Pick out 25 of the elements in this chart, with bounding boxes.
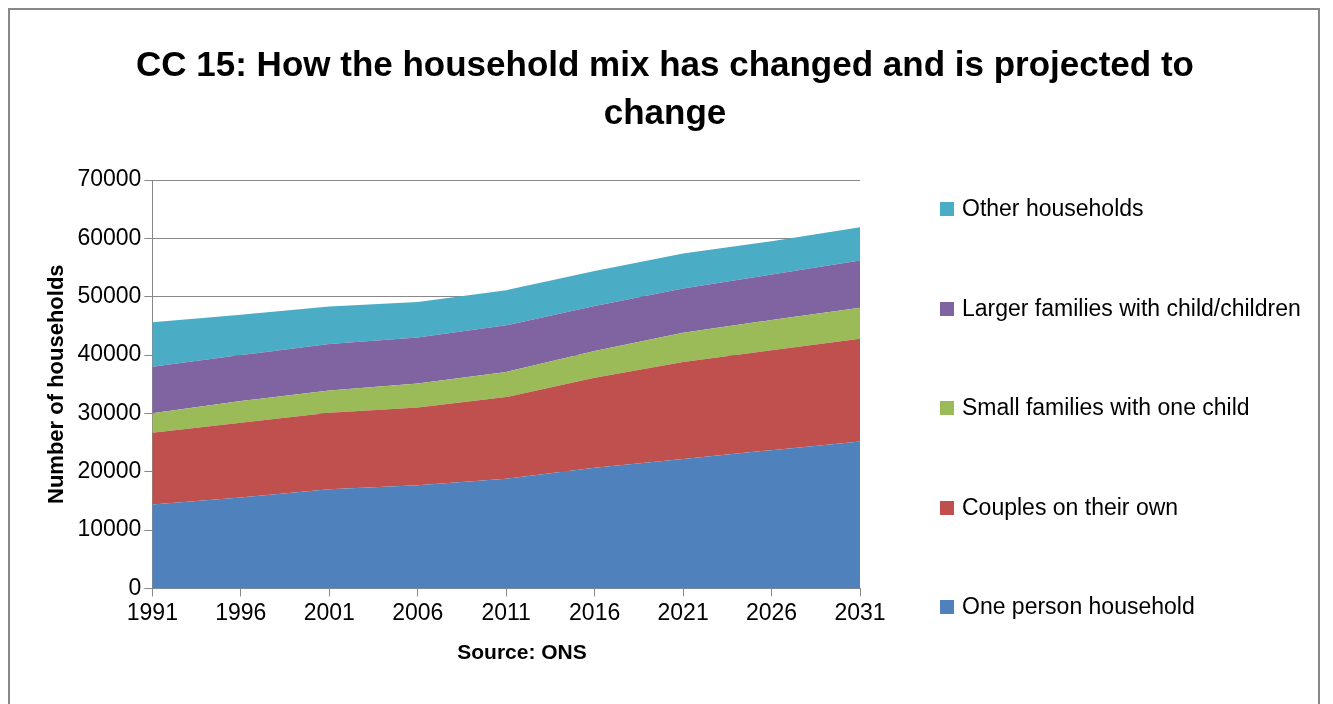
- y-tick-label: 70000: [77, 165, 142, 192]
- x-tick-label: 2001: [303, 598, 355, 625]
- legend-label: One person household: [962, 593, 1195, 620]
- x-tick-label: 2016: [569, 598, 621, 625]
- y-axis-title: Number of households: [43, 264, 69, 504]
- x-tick-label: 2006: [392, 598, 444, 625]
- x-tick-label: 2026: [745, 598, 798, 625]
- x-tick-label: 2011: [481, 598, 531, 625]
- y-tick-label: 10000: [77, 515, 142, 542]
- legend-label: Small families with one child: [962, 394, 1250, 421]
- y-tick-label: 0: [128, 573, 142, 600]
- y-tick-label: 60000: [77, 223, 142, 250]
- x-tick-label: 2031: [834, 598, 886, 625]
- x-tick-label: 1991: [126, 598, 178, 625]
- x-tick-label: 1996: [215, 598, 267, 625]
- y-tick-label: 50000: [77, 282, 142, 309]
- x-tick-label: 2021: [657, 598, 709, 625]
- legend-label: Larger families with child/children: [962, 294, 1301, 322]
- legend-label: Couples on their own: [962, 493, 1179, 521]
- y-tick-label: 30000: [77, 398, 142, 425]
- legend-label: Other households: [962, 195, 1144, 222]
- source-note: Source: ONS: [456, 640, 588, 664]
- y-tick-label: 20000: [77, 457, 142, 484]
- y-tick-label: 40000: [77, 340, 142, 367]
- chart-title: CC 15: How the household mix has changed and is projected to change: [135, 43, 1195, 133]
